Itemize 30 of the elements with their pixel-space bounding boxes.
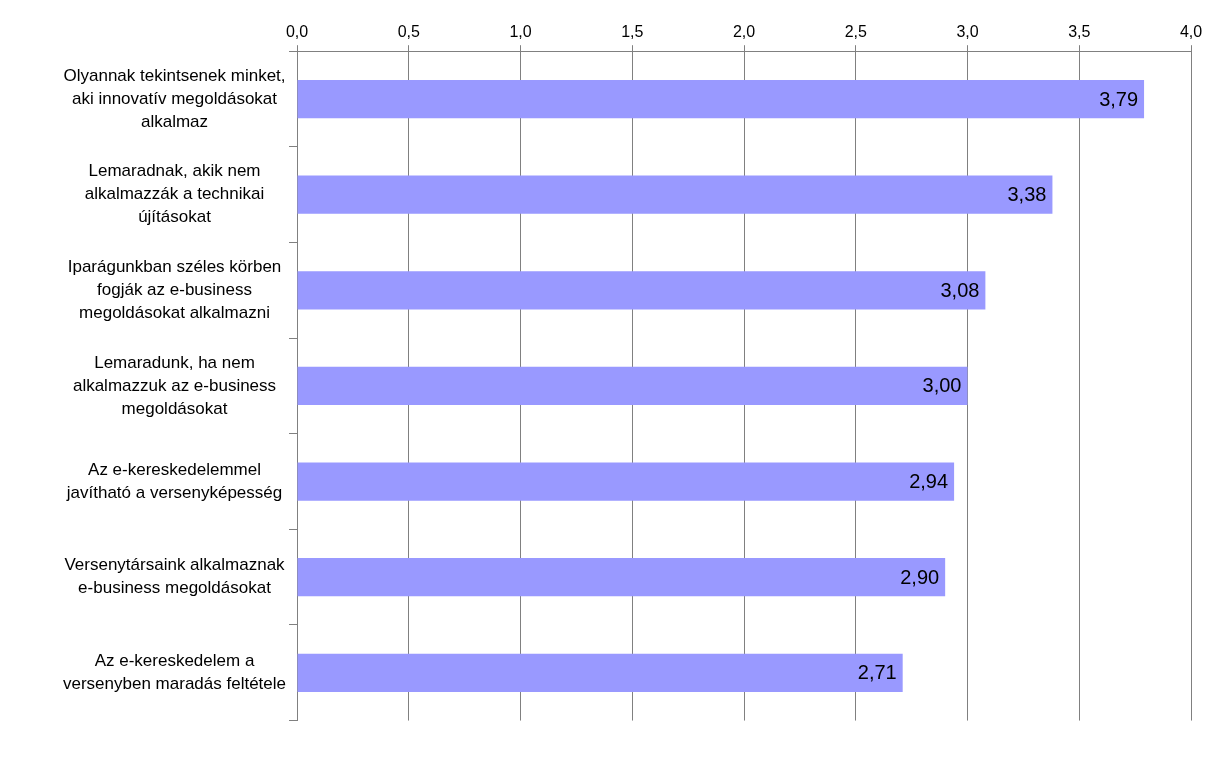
- data-label: 2,90: [900, 565, 940, 588]
- y-tick-label: Az e-kereskedelemmel javítható a versenyképesség: [65, 459, 283, 502]
- x-tick-label: 0,5: [397, 23, 420, 41]
- y-tick-label: Az e-kereskedelem a versenyben maradás feltétele: [62, 650, 287, 693]
- data-label: 3,08: [940, 278, 980, 301]
- bar: [297, 271, 986, 310]
- bar: [297, 366, 968, 406]
- data-label: 2,94: [909, 470, 949, 493]
- data-label: 3,79: [1099, 87, 1139, 110]
- x-tick-label: 1,5: [621, 23, 644, 41]
- data-label: 3,00: [922, 374, 962, 397]
- bar: [297, 175, 1053, 214]
- x-tick-label: 2,5: [844, 23, 867, 41]
- x-tick-label: 3,5: [1068, 23, 1091, 41]
- x-tick-label: 2,0: [732, 23, 756, 41]
- bar: [297, 462, 955, 501]
- bar: [297, 558, 946, 597]
- y-tick-label: Lemaradnak, akik nem alkalmazzák a technikai újításokat: [84, 161, 265, 227]
- y-tick-label: Olyannak tekintsenek minket, aki innovatív megoldásokat alkalmaz: [63, 65, 286, 131]
- data-label: 2,71: [857, 661, 897, 684]
- y-tick-label: Versenytársaink alkalmaznak e-business megoldásokat: [64, 555, 286, 598]
- bar: [297, 79, 1145, 119]
- y-tick-label: Iparágunkban széles körben fogják az e-business megoldásokat alkalmazni: [67, 257, 282, 322]
- x-tick-label: 3,0: [956, 23, 979, 41]
- data-label: 3,38: [1007, 183, 1047, 206]
- y-tick-label: Lemaradunk, ha nem alkalmazzuk az e-business megoldásokat: [72, 352, 277, 418]
- x-tick-label: 1,0: [509, 23, 532, 41]
- x-tick-label: 4,0: [1179, 23, 1203, 41]
- bar: [297, 653, 903, 692]
- x-tick-label: 0,0: [285, 23, 309, 41]
